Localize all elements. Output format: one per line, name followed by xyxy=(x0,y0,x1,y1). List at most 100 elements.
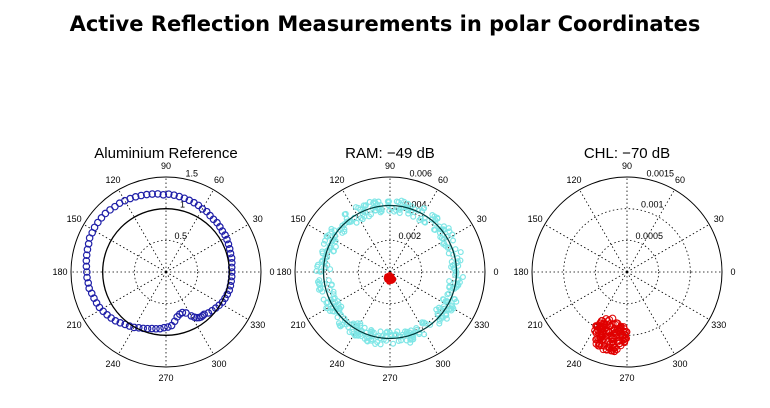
radial-tick-label: 1.5 xyxy=(185,168,198,178)
data-point xyxy=(137,191,145,200)
data-point xyxy=(121,320,129,329)
data-point xyxy=(320,240,327,247)
data-point xyxy=(106,206,114,214)
grid-spoke xyxy=(83,224,167,273)
data-point xyxy=(148,324,156,333)
angle-tick-label: 300 xyxy=(211,359,226,369)
data-point xyxy=(421,331,428,338)
data-point xyxy=(325,277,332,284)
data-point xyxy=(416,217,423,224)
data-point xyxy=(419,320,426,327)
data-point xyxy=(608,320,617,328)
data-point xyxy=(614,327,623,336)
data-point xyxy=(84,279,93,287)
data-point xyxy=(152,324,160,333)
chart-title: Aluminium Reference xyxy=(94,145,237,162)
angle-tick-label: 150 xyxy=(528,214,543,224)
reference-circle xyxy=(322,204,458,340)
data-point xyxy=(227,272,236,281)
grid-spoke xyxy=(544,224,628,273)
grid-circle xyxy=(357,239,423,305)
data-point xyxy=(417,215,424,222)
data-point xyxy=(370,329,377,336)
data-point xyxy=(159,190,168,199)
data-point xyxy=(82,262,91,271)
data-point xyxy=(622,328,631,336)
data-point xyxy=(228,268,236,276)
data-point xyxy=(330,248,337,255)
angle-tick-label: 90 xyxy=(385,161,395,171)
angle-tick-label: 0 xyxy=(730,267,735,277)
data-point xyxy=(326,286,333,293)
data-point xyxy=(334,298,341,305)
angle-tick-label: 330 xyxy=(711,320,726,330)
data-point xyxy=(442,298,449,305)
data-point xyxy=(615,324,623,333)
data-point xyxy=(331,227,338,234)
data-point xyxy=(200,310,208,319)
data-point xyxy=(353,219,360,226)
radial-tick-label: 0.5 xyxy=(174,231,187,241)
data-point xyxy=(339,321,346,328)
data-point xyxy=(422,219,429,226)
angle-tick-label: 90 xyxy=(622,161,632,171)
angle-tick-label: 210 xyxy=(528,320,543,330)
data-point xyxy=(436,320,443,327)
data-point xyxy=(368,211,375,218)
angle-tick-label: 300 xyxy=(435,359,450,369)
data-point xyxy=(457,257,464,264)
outer-circle xyxy=(531,176,723,368)
angle-tick-label: 330 xyxy=(474,320,489,330)
angle-tick-label: 30 xyxy=(477,214,487,224)
data-point xyxy=(204,309,213,317)
data-point xyxy=(226,249,235,258)
data-point xyxy=(362,202,369,209)
data-point xyxy=(594,326,602,335)
grid-spoke xyxy=(118,189,167,273)
grid-spoke xyxy=(626,271,710,320)
data-point xyxy=(596,319,604,327)
data-point xyxy=(153,190,162,198)
angle-tick-label: 150 xyxy=(291,214,306,224)
data-point xyxy=(164,323,172,331)
data-point xyxy=(170,191,178,199)
outer-circle xyxy=(294,176,486,368)
data-point xyxy=(116,319,125,327)
data-point xyxy=(142,190,151,199)
data-point xyxy=(433,306,440,313)
angle-tick-label: 180 xyxy=(276,267,291,277)
angle-tick-label: 60 xyxy=(438,175,448,185)
data-point xyxy=(432,216,439,223)
data-point xyxy=(224,240,233,248)
grid-spoke xyxy=(579,189,628,273)
data-point xyxy=(446,284,453,291)
data-point xyxy=(605,322,613,330)
reference-circle xyxy=(102,208,230,336)
data-point xyxy=(328,228,335,235)
data-point xyxy=(83,245,92,254)
data-point xyxy=(613,345,621,354)
data-point xyxy=(451,296,458,303)
data-point xyxy=(422,320,429,327)
data-point xyxy=(226,281,235,290)
data-point xyxy=(143,324,152,333)
data-point xyxy=(349,328,356,335)
grid-circle xyxy=(133,239,199,305)
data-point xyxy=(607,339,615,347)
angle-tick-label: 120 xyxy=(566,175,581,185)
figure-title: Active Reflection Measurements in polar … xyxy=(69,12,701,36)
data-point xyxy=(401,198,408,205)
data-point xyxy=(443,233,450,240)
data-point xyxy=(607,346,615,355)
data-point xyxy=(314,261,321,268)
data-point xyxy=(227,277,236,285)
data-point xyxy=(459,274,466,281)
angle-tick-label: 0 xyxy=(493,267,498,277)
data-point xyxy=(448,305,455,312)
data-point xyxy=(450,237,457,244)
grid-spoke xyxy=(165,189,214,273)
radial-tick-label: 0.001 xyxy=(641,200,664,210)
data-point xyxy=(591,326,599,335)
polar-chart-2: RAM: −49 dB 0 30 60 90 120 150 180 210 240 270 300 3… xyxy=(276,145,498,383)
data-point xyxy=(353,322,360,329)
